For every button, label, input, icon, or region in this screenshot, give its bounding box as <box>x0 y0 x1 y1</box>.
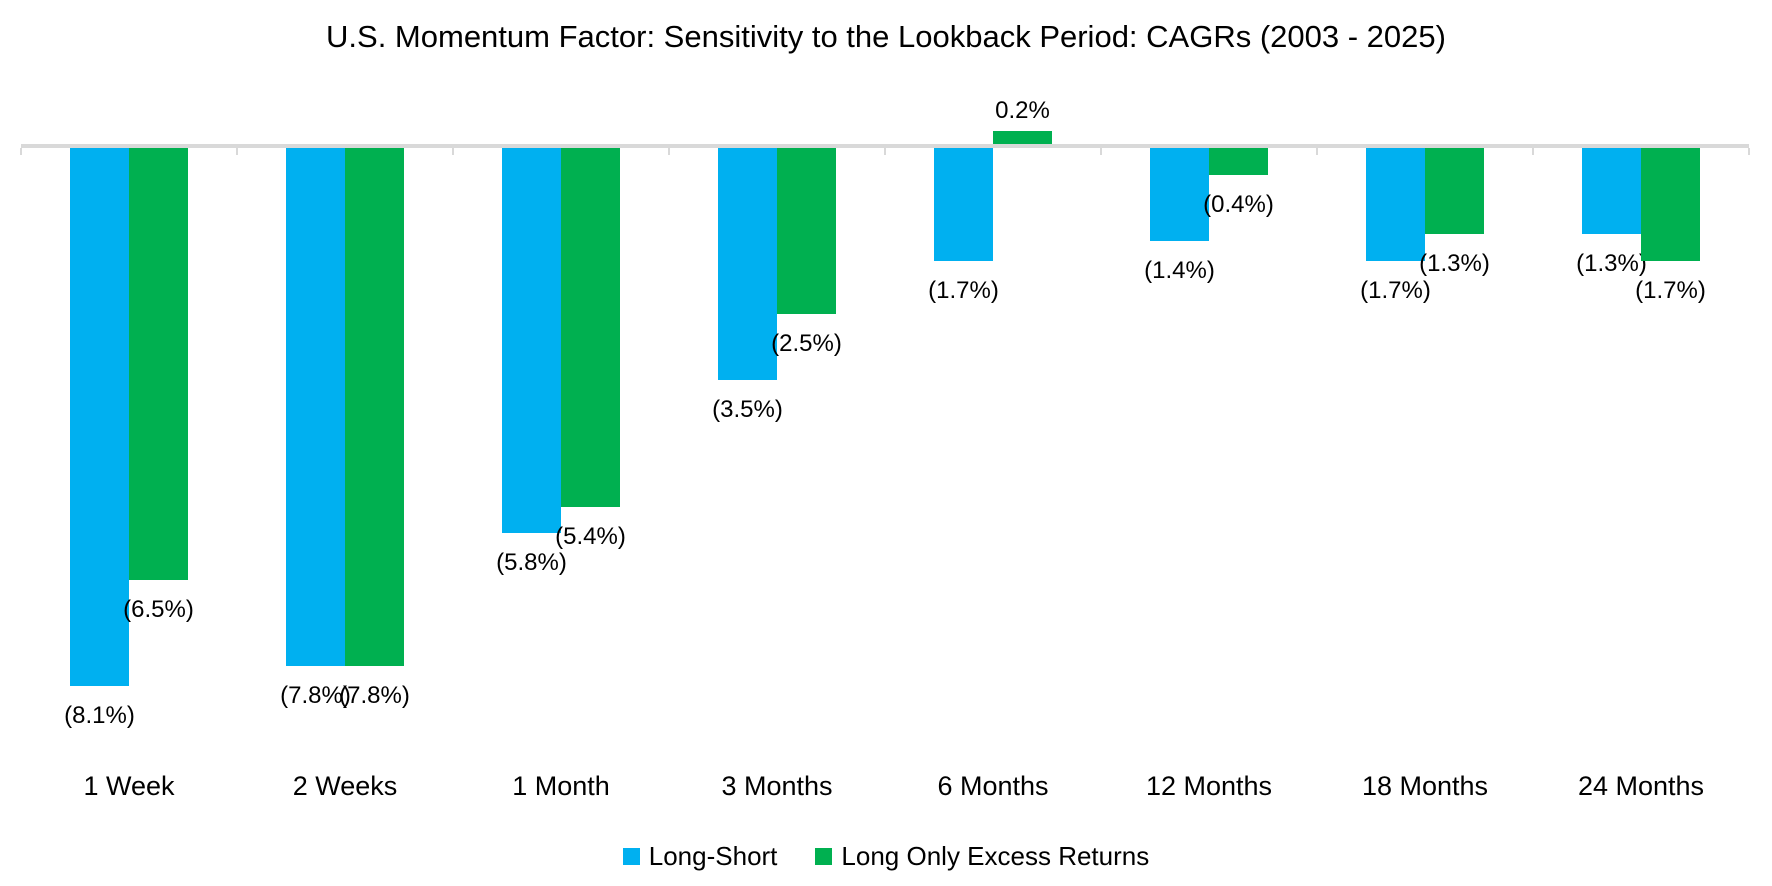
bar-long-short-1-month <box>502 148 561 534</box>
bar-long-only-excess-returns-1-week <box>129 148 188 580</box>
axis-tick <box>1316 148 1318 155</box>
bar-long-only-excess-returns-18-months <box>1425 148 1484 235</box>
bar-long-short-1-week <box>70 148 129 686</box>
value-label-long-only-excess-returns-1-month: (5.4%) <box>555 522 626 550</box>
axis-tick <box>1100 148 1102 155</box>
category-label-12-months: 12 Months <box>1145 771 1273 801</box>
value-label-long-short-24-months: (1.3%) <box>1576 250 1647 278</box>
bar-long-only-excess-returns-2-weeks <box>345 148 404 666</box>
value-label-long-short-2-weeks: (7.8%) <box>280 681 351 709</box>
x-axis-line <box>21 144 1749 148</box>
category-label-2-weeks: 2 Weeks <box>292 771 398 801</box>
value-label-long-only-excess-returns-2-weeks: (7.8%) <box>339 681 410 709</box>
axis-tick <box>20 148 22 155</box>
legend-swatch-long-only-excess-returns <box>815 848 833 865</box>
bar-long-short-2-weeks <box>286 148 345 666</box>
value-label-long-short-1-month: (5.8%) <box>496 549 567 577</box>
bar-long-only-excess-returns-24-months <box>1641 148 1700 261</box>
value-label-long-only-excess-returns-18-months: (1.3%) <box>1419 250 1490 278</box>
category-label-24-months: 24 Months <box>1577 771 1705 801</box>
axis-tick <box>236 148 238 155</box>
legend: Long-Short Long Only Excess Returns <box>0 841 1772 872</box>
value-label-long-short-3-months: (3.5%) <box>712 396 783 424</box>
legend-swatch-long-short <box>622 848 640 865</box>
bar-long-only-excess-returns-1-month <box>561 148 620 507</box>
axis-tick <box>1532 148 1534 155</box>
category-label-3-months: 3 Months <box>721 771 833 801</box>
value-label-long-only-excess-returns-1-week: (6.5%) <box>123 595 194 623</box>
bar-long-only-excess-returns-12-months <box>1209 148 1268 175</box>
axis-tick <box>1748 148 1750 155</box>
legend-item-long-short: Long-Short <box>622 841 778 872</box>
value-label-long-only-excess-returns-12-months: (0.4%) <box>1203 190 1274 218</box>
chart-title: U.S. Momentum Factor: Sensitivity to the… <box>326 19 1446 54</box>
value-label-long-only-excess-returns-6-months: 0.2% <box>995 96 1050 124</box>
legend-label-long-short: Long-Short <box>648 841 778 871</box>
bar-long-short-6-months <box>934 148 993 261</box>
legend-label-long-only-excess-returns: Long Only Excess Returns <box>841 841 1150 871</box>
axis-tick <box>452 148 454 155</box>
value-label-long-short-6-months: (1.7%) <box>928 276 999 304</box>
value-label-long-short-18-months: (1.7%) <box>1360 276 1431 304</box>
bar-long-short-3-months <box>718 148 777 381</box>
category-label-1-month: 1 Month <box>512 771 610 801</box>
bar-long-short-24-months <box>1582 148 1641 235</box>
category-label-1-week: 1 Week <box>83 771 175 801</box>
axis-tick <box>884 148 886 155</box>
bar-long-only-excess-returns-3-months <box>777 148 836 314</box>
value-label-long-only-excess-returns-24-months: (1.7%) <box>1635 276 1706 304</box>
value-label-long-only-excess-returns-3-months: (2.5%) <box>771 330 842 357</box>
value-label-long-short-1-week: (8.1%) <box>64 701 135 729</box>
value-label-long-short-12-months: (1.4%) <box>1144 257 1215 284</box>
legend-item-long-only-excess-returns: Long Only Excess Returns <box>815 841 1149 872</box>
bar-long-only-excess-returns-6-months <box>993 130 1052 144</box>
category-label-6-months: 6 Months <box>937 771 1049 801</box>
axis-tick <box>668 148 670 155</box>
bar-long-short-12-months <box>1150 148 1209 241</box>
category-label-18-months: 18 Months <box>1361 771 1489 801</box>
bar-long-short-18-months <box>1366 148 1425 261</box>
